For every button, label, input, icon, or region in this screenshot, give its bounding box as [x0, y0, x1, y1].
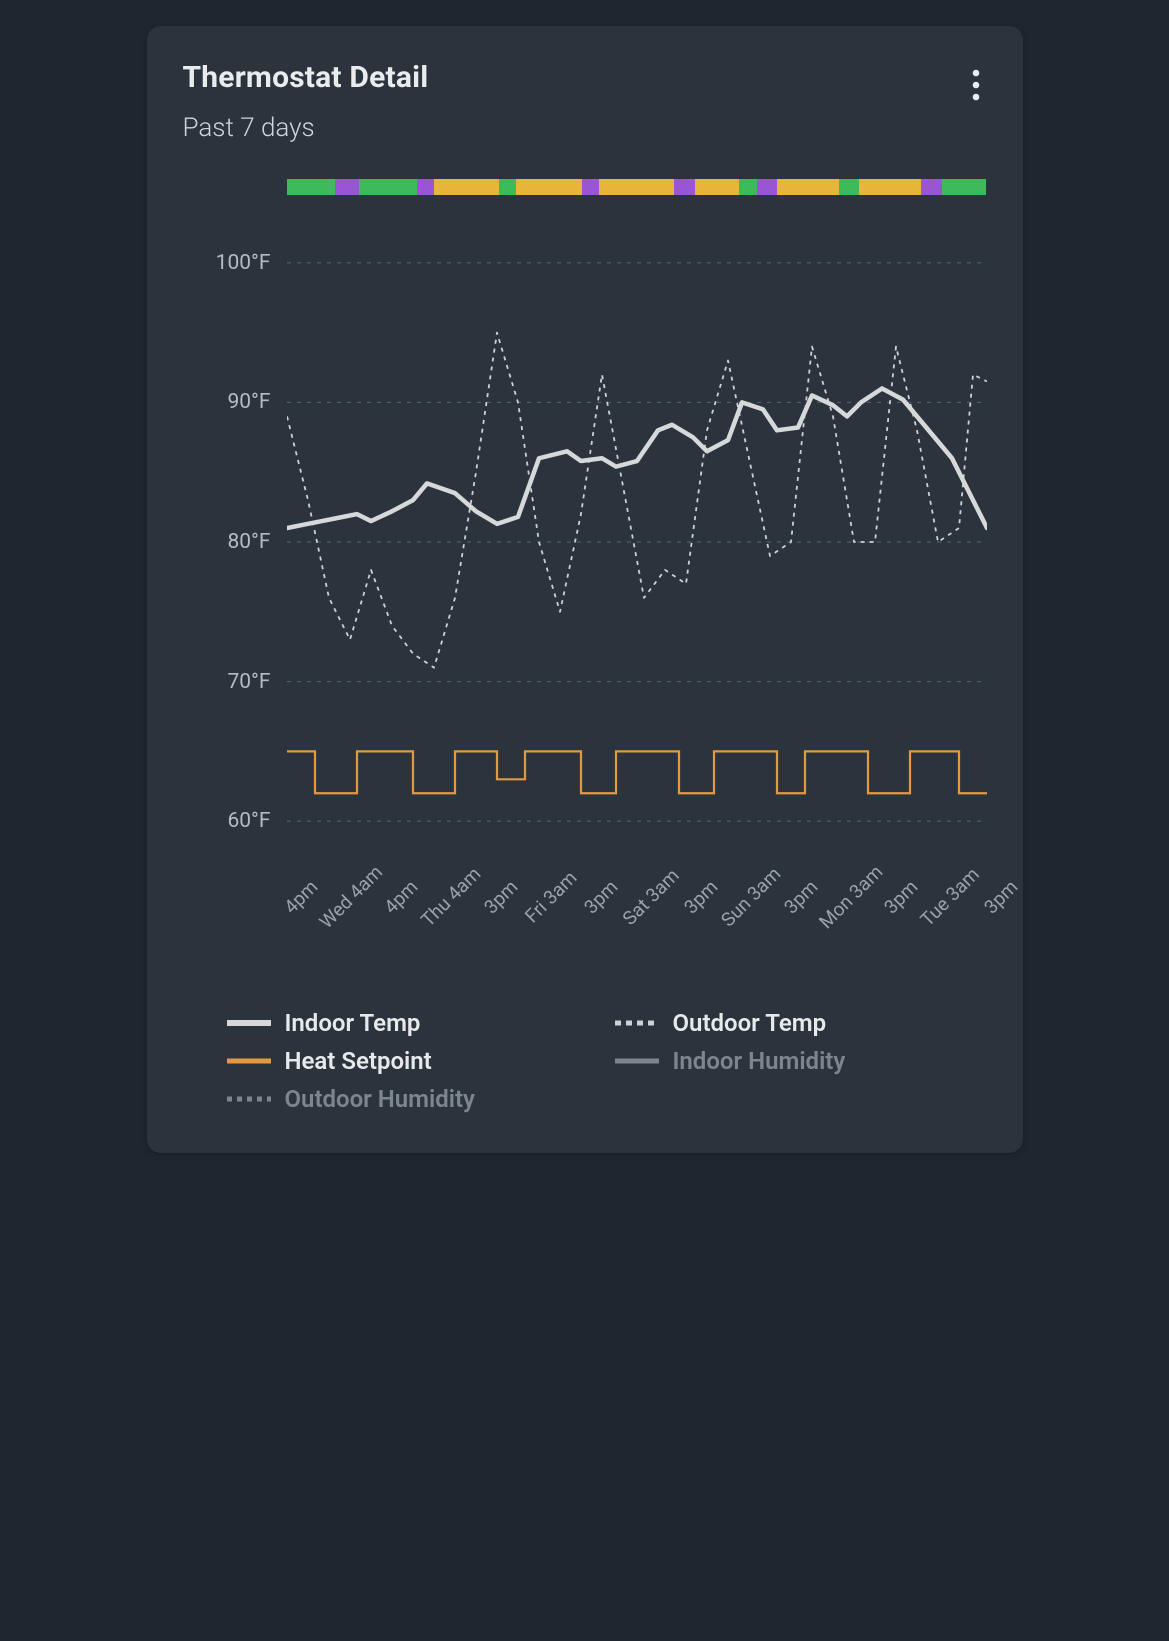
heat-setpoint-line — [287, 751, 987, 793]
mode-segment — [739, 179, 756, 195]
legend-swatch — [227, 1089, 271, 1109]
mode-segment — [942, 179, 987, 195]
card-header: Thermostat Detail Past 7 days — [183, 60, 987, 143]
legend-label: Outdoor Humidity — [285, 1085, 475, 1113]
legend-item[interactable]: Outdoor Humidity — [227, 1085, 557, 1113]
legend-swatch — [615, 1051, 659, 1071]
y-axis-tick-label: 90°F — [227, 390, 270, 414]
legend-label: Heat Setpoint — [285, 1047, 432, 1075]
y-axis-labels: 60°F 70°F 80°F 90°F 100°F — [183, 207, 287, 877]
mode-segment — [695, 179, 740, 195]
legend-item[interactable]: Indoor Humidity — [615, 1047, 945, 1075]
mode-segment — [499, 179, 516, 195]
mode-segment — [839, 179, 860, 195]
legend-swatch — [227, 1013, 271, 1033]
y-axis-tick-label: 80°F — [227, 530, 270, 554]
mode-segment — [516, 179, 581, 195]
mode-segment — [921, 179, 942, 195]
card-title: Thermostat Detail — [183, 60, 429, 95]
more-menu-button[interactable] — [965, 64, 987, 106]
mode-segment — [757, 179, 778, 195]
mode-bar — [287, 179, 987, 195]
indoor-temp-line — [287, 388, 987, 528]
legend-item[interactable]: Heat Setpoint — [227, 1047, 557, 1075]
legend-label: Indoor Humidity — [673, 1047, 846, 1075]
mode-segment — [599, 179, 674, 195]
mode-segment — [359, 179, 417, 195]
mode-segment — [859, 179, 921, 195]
legend-swatch — [615, 1013, 659, 1033]
mode-segment — [777, 179, 839, 195]
mode-segment — [335, 179, 359, 195]
temperature-chart: 60°F 70°F 80°F 90°F 100°F — [183, 207, 987, 877]
legend-item[interactable]: Outdoor Temp — [615, 1009, 945, 1037]
mode-segment — [417, 179, 434, 195]
legend-label: Outdoor Temp — [673, 1009, 827, 1037]
legend-label: Indoor Temp — [285, 1009, 421, 1037]
legend-swatch — [227, 1051, 271, 1071]
y-axis-tick-label: 60°F — [227, 809, 270, 833]
thermostat-detail-card: Thermostat Detail Past 7 days 60°F 70°F 80… — [147, 26, 1023, 1153]
y-axis-tick-label: 70°F — [227, 670, 270, 694]
mode-segment — [434, 179, 499, 195]
outdoor-temp-line — [287, 333, 987, 668]
chart-legend: Indoor Temp Outdoor Temp Heat Setpoint Indo… — [227, 1009, 987, 1113]
title-block: Thermostat Detail Past 7 days — [183, 60, 429, 143]
mode-segment — [287, 179, 335, 195]
more-vertical-icon — [971, 68, 981, 102]
legend-item[interactable]: Indoor Temp — [227, 1009, 557, 1037]
card-subtitle: Past 7 days — [183, 113, 429, 143]
x-axis-labels: 4pmWed 4am4pmThu 4am3pmFri 3am3pmSat 3am… — [287, 883, 987, 973]
y-axis-tick-label: 100°F — [216, 251, 271, 275]
mode-segment — [582, 179, 599, 195]
mode-segment — [674, 179, 695, 195]
plot-area — [287, 207, 987, 877]
